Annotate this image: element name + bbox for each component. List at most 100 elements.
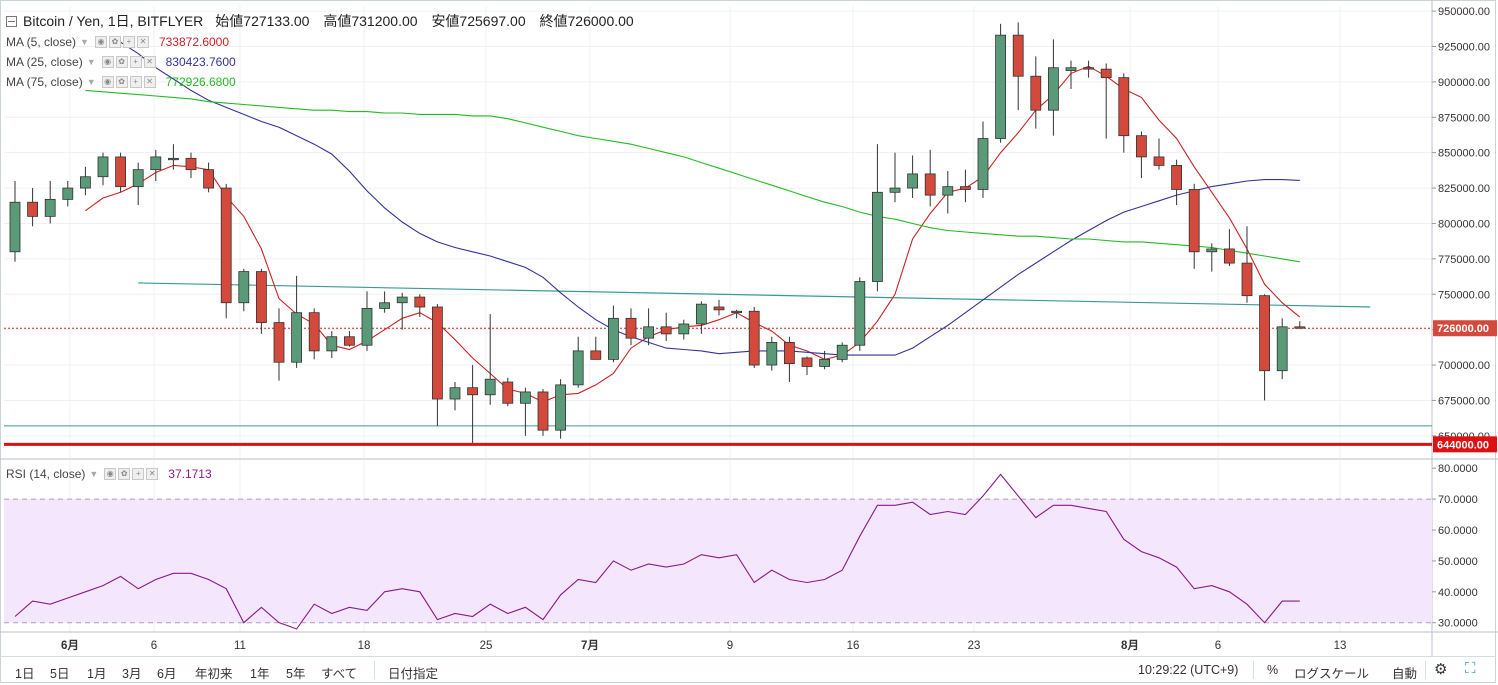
close-icon[interactable]: ✕	[146, 468, 159, 480]
settings-icon[interactable]: ✿	[118, 468, 131, 480]
high-value: 高値731200.00	[323, 13, 418, 29]
candle	[150, 149, 162, 181]
add-icon[interactable]: +	[132, 468, 145, 480]
timeframe-1d[interactable]: 1日	[15, 667, 35, 681]
candlestick-chart[interactable]: 950000.00 925000.00 900000.00 875000.00 8500…	[0, 0, 1498, 656]
candle-body	[1012, 34, 1024, 77]
ohlc-readout: 始値727133.00 高値731200.00 安値725697.00 終値72…	[215, 11, 643, 31]
candle-body	[396, 296, 408, 304]
add-icon[interactable]: +	[122, 36, 135, 48]
price-tick-label: 825000.00	[1438, 183, 1490, 195]
time-tick-label: 6	[1215, 640, 1221, 652]
candle-body	[484, 378, 496, 396]
candle-body	[9, 201, 21, 253]
candle	[731, 309, 742, 319]
ma75-legend[interactable]: MA (75, close) ▼ ◉ ✿ + ✕ 772926.6800	[6, 73, 236, 91]
candle	[942, 171, 954, 214]
eye-icon[interactable]: ◉	[104, 468, 117, 480]
settings-icon[interactable]: ✿	[115, 56, 128, 68]
candle-body	[678, 323, 690, 335]
candle-body	[995, 34, 1006, 139]
candle	[379, 291, 391, 313]
close-icon[interactable]: ✕	[136, 36, 149, 48]
candle	[9, 180, 21, 262]
clock-readout[interactable]: 10:29:22 (UTC+9)	[1138, 663, 1239, 677]
candle-body	[836, 344, 848, 360]
eye-icon[interactable]: ◉	[101, 56, 114, 68]
collapse-icon[interactable]	[6, 15, 17, 27]
settings-icon[interactable]: ✿	[115, 76, 128, 88]
candle	[784, 336, 795, 383]
candle	[643, 308, 654, 346]
timeframe-6m[interactable]: 6月	[157, 667, 177, 681]
eye-icon[interactable]: ◉	[101, 76, 114, 88]
candle-body	[924, 173, 936, 196]
candle-body	[748, 310, 760, 366]
candle-body	[185, 157, 197, 171]
ma-line	[85, 65, 1301, 403]
candle	[608, 305, 619, 363]
gear-icon[interactable]: ⚙	[1434, 661, 1448, 678]
date-range-button[interactable]: 日付指定	[388, 667, 439, 681]
price-tick-label: 800000.00	[1438, 218, 1490, 230]
eye-icon[interactable]: ◉	[94, 36, 107, 48]
ma5-legend[interactable]: MA (5, close) ▼ ◉ ✿ + ✕ 733872.6000	[6, 33, 229, 51]
dropdown-icon[interactable]: ▼	[80, 37, 89, 47]
close-icon[interactable]: ✕	[143, 56, 156, 68]
dropdown-icon[interactable]: ▼	[86, 57, 96, 67]
timeframe-5y[interactable]: 5年	[286, 667, 306, 681]
add-icon[interactable]: +	[129, 76, 142, 88]
candle-body	[1065, 67, 1077, 71]
candle	[185, 152, 197, 179]
candle	[1206, 243, 1218, 272]
candle	[449, 382, 461, 411]
price-tick-label: 775000.00	[1438, 254, 1490, 266]
candle	[713, 299, 725, 316]
candle	[625, 308, 637, 346]
timeframe-all[interactable]: すべて	[321, 667, 358, 681]
timeframe-3m[interactable]: 3月	[122, 667, 142, 681]
candle-body	[696, 303, 707, 325]
time-tick-label: 11	[234, 640, 246, 652]
candle-body	[801, 357, 813, 367]
time-tick-label: 7月	[581, 639, 599, 652]
close-icon[interactable]: ✕	[143, 76, 156, 88]
timeframe-1m[interactable]: 1月	[87, 667, 107, 681]
timeframe-5d[interactable]: 5日	[50, 667, 70, 681]
candle-body	[203, 169, 215, 189]
ma-line	[85, 89, 1300, 263]
candle-body	[854, 281, 866, 346]
candle	[678, 319, 690, 340]
rsi-tick-label: 80.0000	[1438, 463, 1478, 475]
candle	[203, 162, 215, 193]
candle	[167, 144, 179, 170]
timeframe-1y[interactable]: 1年	[250, 667, 270, 681]
auto-scale-toggle[interactable]: 自動	[1392, 667, 1418, 681]
dropdown-icon[interactable]: ▼	[86, 77, 96, 87]
candle-body	[660, 326, 672, 335]
candle-body	[1118, 77, 1130, 137]
dropdown-icon[interactable]: ▼	[89, 469, 99, 479]
fullscreen-icon[interactable]: ⛶	[1465, 660, 1476, 677]
rsi-legend[interactable]: RSI (14, close) ▼ ◉ ✿ + ✕ 37.1713	[6, 465, 212, 483]
open-value: 始値727133.00	[215, 13, 310, 29]
candle-body	[115, 156, 126, 188]
symbol-title[interactable]: Bitcoin / Yen, 1日, BITFLYER	[23, 13, 204, 29]
timeframe-ytd[interactable]: 年初来	[195, 667, 233, 681]
ma25-legend[interactable]: MA (25, close) ▼ ◉ ✿ + ✕ 830423.7600	[6, 53, 236, 71]
rsi-band	[4, 499, 1432, 623]
candle	[995, 23, 1006, 143]
settings-icon[interactable]: ✿	[108, 36, 121, 48]
log-scale-toggle[interactable]: ログスケール	[1294, 667, 1370, 681]
candle	[97, 152, 109, 186]
ma5-value: 733872.6000	[158, 35, 230, 49]
percent-toggle[interactable]: %	[1267, 663, 1279, 677]
last-price-badge-bg	[1433, 320, 1497, 337]
candle	[238, 268, 250, 312]
rsi-value: 37.1713	[168, 467, 212, 481]
add-icon[interactable]: +	[129, 56, 142, 68]
candle-body	[784, 341, 795, 365]
candle-body	[62, 187, 74, 200]
candle-body	[44, 198, 56, 217]
